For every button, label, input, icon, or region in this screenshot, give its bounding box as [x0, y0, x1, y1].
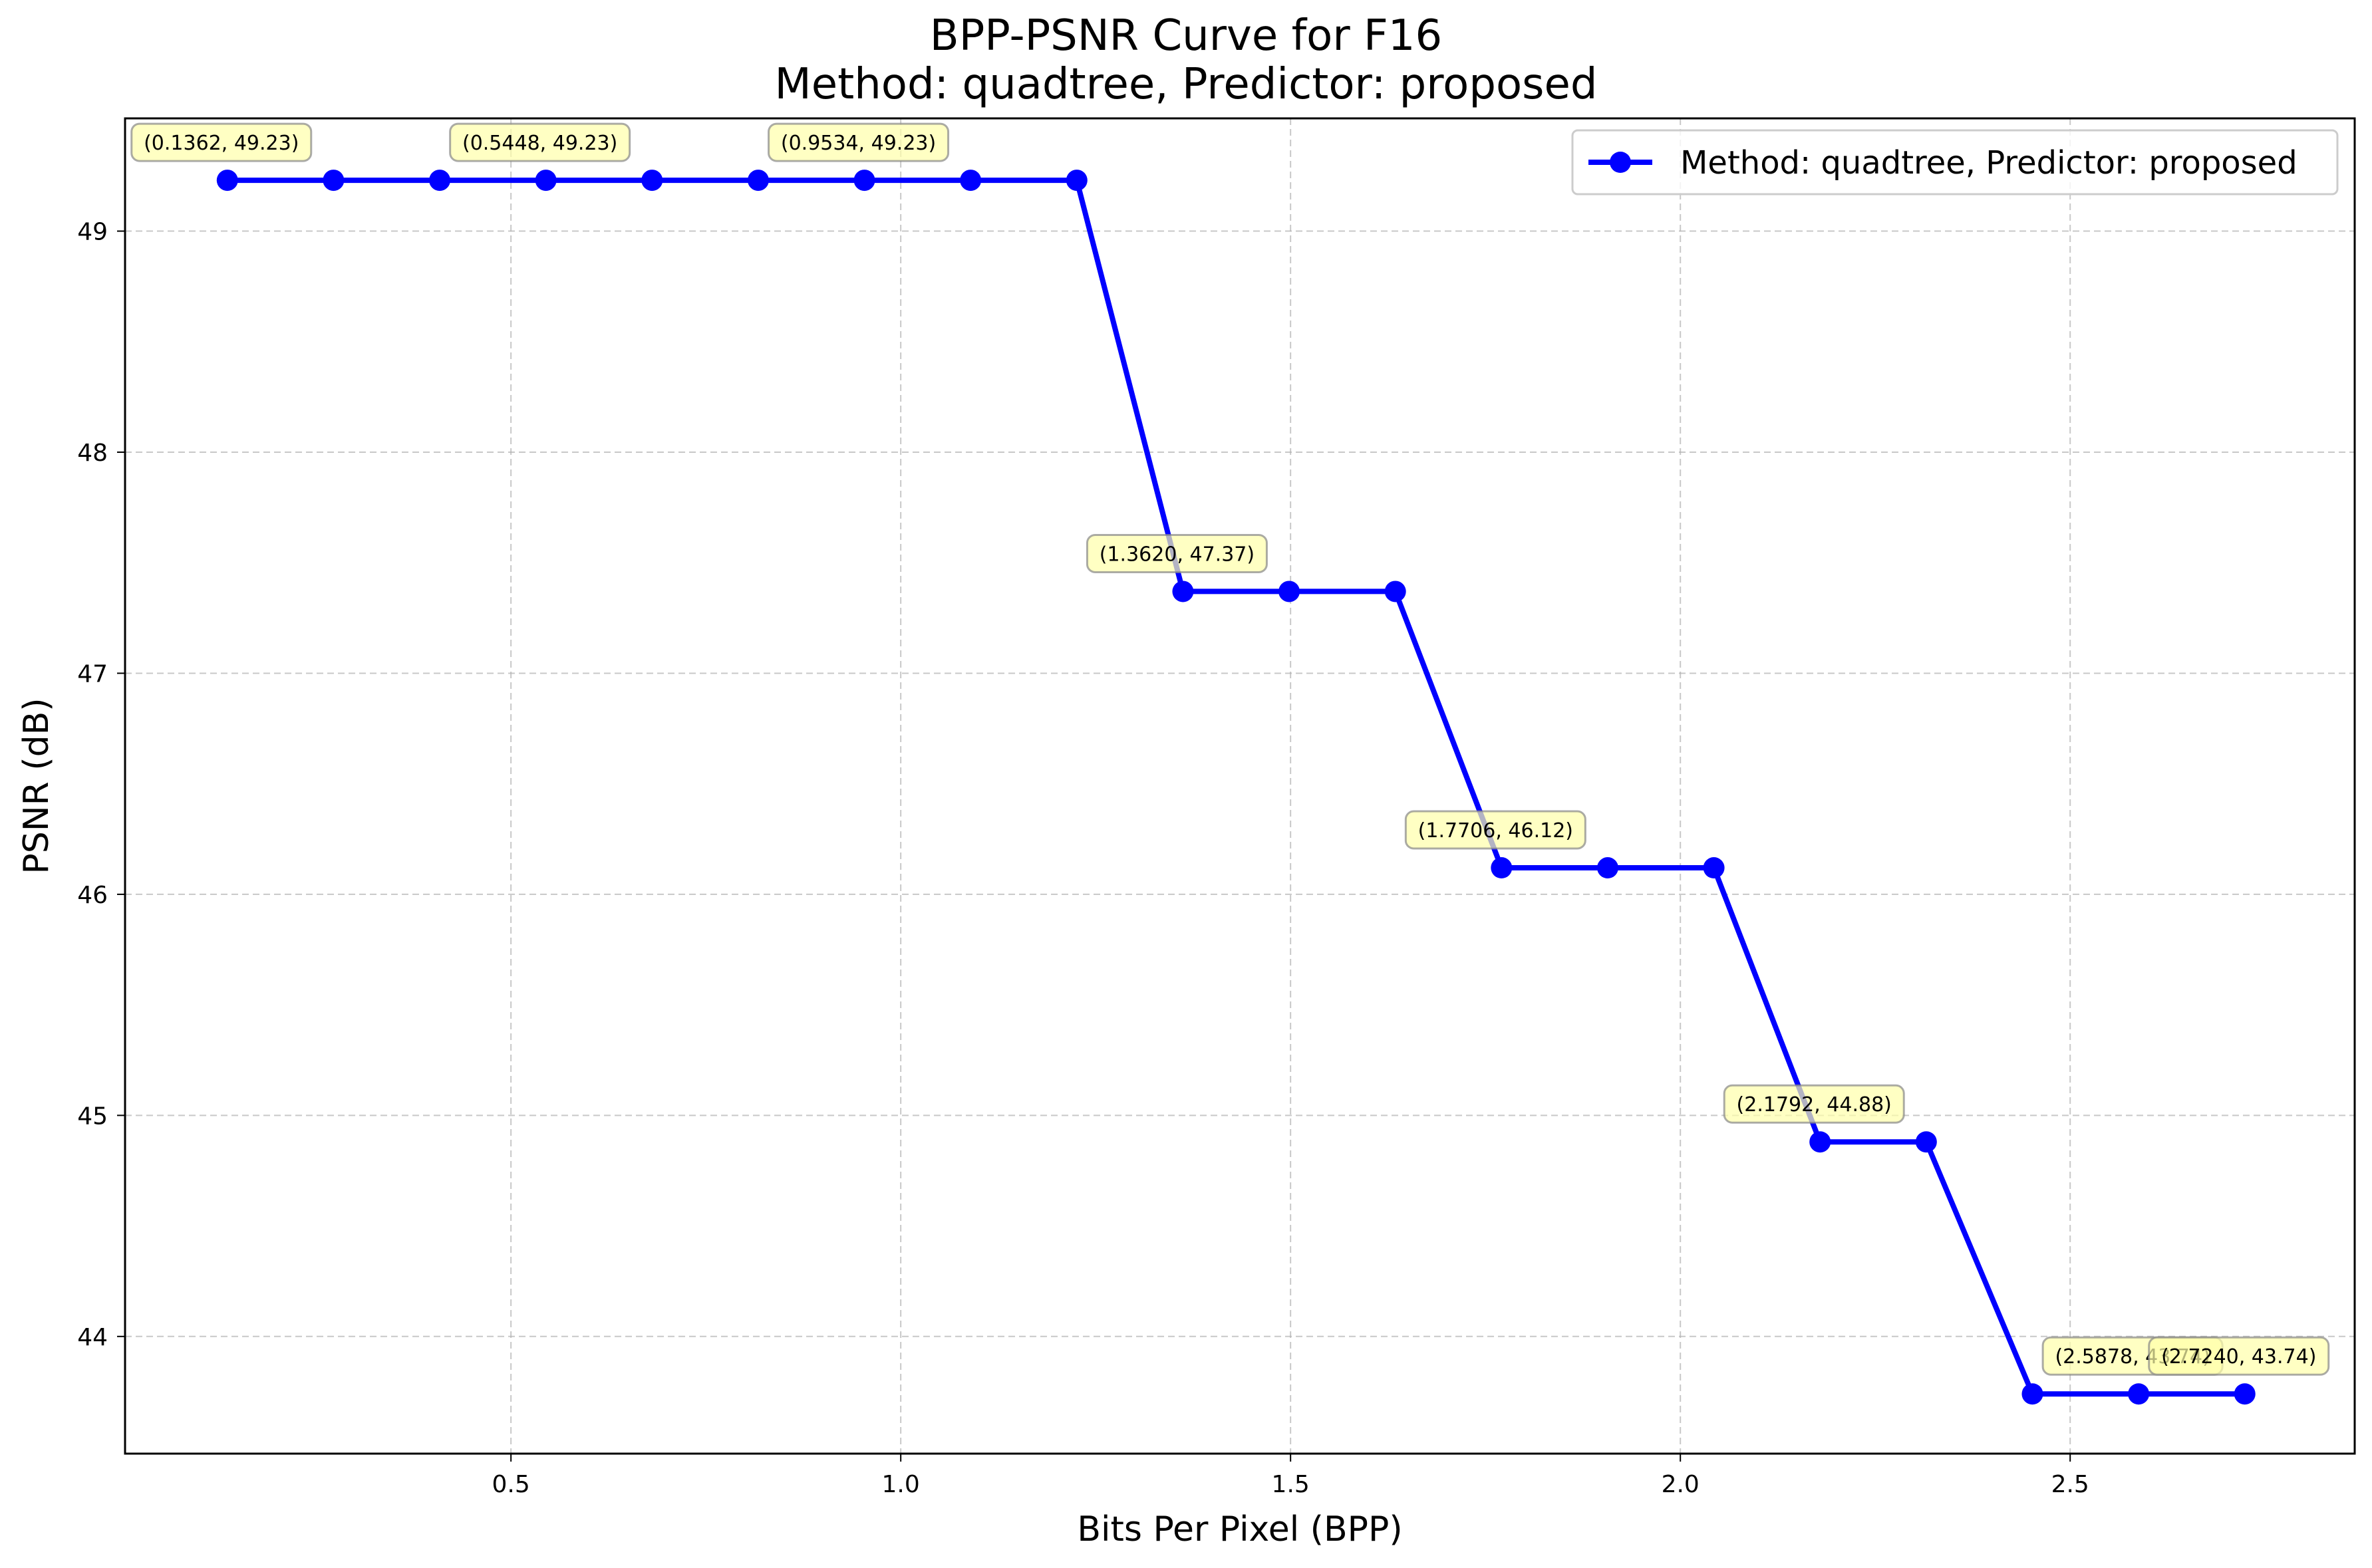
- data-point: [747, 170, 769, 192]
- data-point: [1491, 857, 1513, 879]
- annotation-label: (0.1362, 49.23): [144, 132, 299, 155]
- data-point: [1278, 581, 1300, 602]
- y-axis-label: PSNR (dB): [17, 698, 57, 874]
- data-point: [323, 170, 345, 192]
- data-point: [1809, 1131, 1831, 1153]
- data-point: [1703, 857, 1725, 879]
- annotations: (0.1362, 49.23) (0.5448, 49.23) (0.9534, 4…: [130, 122, 2330, 1376]
- data-point: [2234, 1383, 2256, 1405]
- point-annotation: (0.5448, 49.23): [449, 122, 631, 162]
- chart-title: BPP-PSNR Curve for F16: [930, 11, 1442, 61]
- point-annotation: (1.3620, 47.37): [1086, 533, 1268, 573]
- point-annotation: (0.9534, 49.23): [768, 122, 950, 162]
- annotation-label: (0.5448, 49.23): [462, 132, 617, 155]
- annotation-box: [1723, 1084, 1905, 1124]
- legend-label: Method: quadtree, Predictor: proposed: [1680, 144, 2298, 182]
- annotation-label: (2.1792, 44.88): [1737, 1093, 1892, 1116]
- annotation-box: [2148, 1336, 2330, 1376]
- point-annotation: (2.1792, 44.88): [1723, 1084, 1905, 1124]
- annotation-box: [1404, 810, 1586, 850]
- annotation-box: [1086, 533, 1268, 573]
- annotation-label: (1.3620, 47.37): [1100, 543, 1255, 566]
- data-point: [2021, 1383, 2043, 1405]
- series-line: [227, 178, 2245, 1397]
- x-tick-label: 2.5: [2051, 1471, 2089, 1498]
- legend-box: [1571, 129, 2339, 196]
- x-tick-label: 2.0: [1662, 1471, 1700, 1498]
- annotation-box: [130, 122, 313, 162]
- annotation-box: [449, 122, 631, 162]
- series-layer: [216, 170, 2256, 1405]
- legend-marker-swatch: [1610, 152, 1631, 173]
- data-point: [960, 170, 982, 192]
- annotation-label: (0.9534, 49.23): [781, 132, 936, 155]
- x-axis-label: Bits Per Pixel (BPP): [1077, 1509, 1402, 1549]
- point-annotation: (2.7240, 43.74): [2148, 1336, 2330, 1376]
- y-tick-label: 44: [77, 1324, 108, 1351]
- data-point: [1384, 581, 1406, 602]
- x-tick-label: 0.5: [492, 1471, 530, 1498]
- legend: Method: quadtree, Predictor: proposed: [1571, 129, 2339, 196]
- chart-subtitle: Method: quadtree, Predictor: proposed: [775, 60, 1598, 109]
- point-annotation: (0.1362, 49.23): [130, 122, 313, 162]
- data-point: [216, 170, 238, 192]
- y-tick-label: 48: [77, 440, 108, 467]
- x-tick-label: 1.5: [1272, 1471, 1310, 1498]
- x-tick-label: 1.0: [882, 1471, 920, 1498]
- y-tick-label: 47: [77, 660, 108, 688]
- point-annotation: (1.7706, 46.12): [1404, 810, 1586, 850]
- annotation-label: (1.7706, 46.12): [1418, 819, 1573, 843]
- y-tick-label: 49: [77, 219, 108, 246]
- annotation-box: [768, 122, 950, 162]
- data-point: [535, 170, 557, 192]
- grid: [125, 118, 2355, 1454]
- data-point: [1066, 170, 1088, 192]
- data-point: [429, 170, 451, 192]
- data-point: [1915, 1131, 1937, 1153]
- data-point: [641, 170, 663, 192]
- data-point: [853, 170, 875, 192]
- y-tick-label: 46: [77, 882, 108, 909]
- y-tick-label: 45: [77, 1103, 108, 1130]
- plot-area-frame: [124, 117, 2356, 1455]
- data-point: [1596, 857, 1618, 879]
- annotation-label: (2.7240, 43.74): [2161, 1345, 2316, 1369]
- ticks: 0.5 1.0 1.5 2.0 2.5 44 45 46 47 48 49: [77, 219, 2089, 1498]
- data-point: [2128, 1383, 2150, 1405]
- data-point: [1172, 581, 1194, 602]
